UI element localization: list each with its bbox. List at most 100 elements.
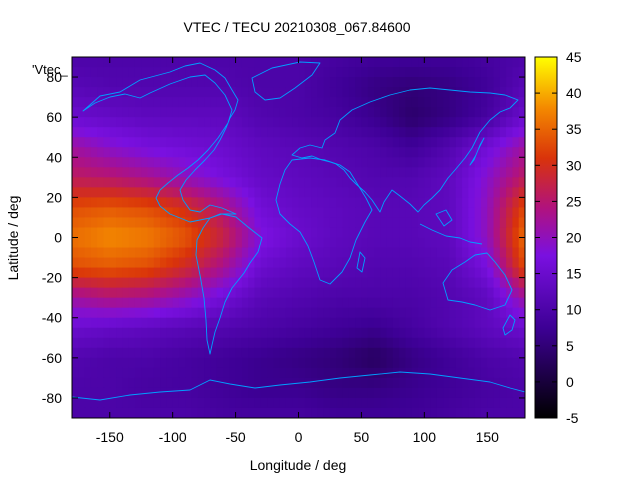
heatmap-cell xyxy=(285,377,293,389)
heatmap-cell xyxy=(443,377,451,389)
heatmap-cell xyxy=(355,217,363,229)
heatmap-cell xyxy=(480,267,488,279)
heatmap-cell xyxy=(216,57,224,68)
heatmap-cell xyxy=(260,107,268,118)
heatmap-cell xyxy=(506,117,514,128)
heatmap-cell xyxy=(216,197,224,209)
heatmap-cell xyxy=(468,217,476,229)
heatmap-cell xyxy=(109,157,117,168)
heatmap-cell xyxy=(361,337,369,349)
heatmap-cell xyxy=(273,127,281,138)
heatmap-cell xyxy=(348,267,356,279)
heatmap-cell xyxy=(499,117,507,128)
heatmap-cell xyxy=(518,147,525,158)
heatmap-cell xyxy=(487,397,495,409)
heatmap-cell xyxy=(455,267,463,279)
heatmap-cell xyxy=(254,347,262,359)
heatmap-cell xyxy=(197,257,205,269)
heatmap-cell xyxy=(512,87,520,98)
heatmap-cell xyxy=(210,117,218,128)
heatmap-cell xyxy=(311,397,318,409)
heatmap-cell xyxy=(72,367,79,379)
heatmap-cell xyxy=(380,217,388,229)
heatmap-cell xyxy=(90,327,98,339)
heatmap-cell xyxy=(386,247,394,259)
heatmap-cell xyxy=(78,407,86,418)
heatmap-cell xyxy=(506,237,514,249)
heatmap-cell xyxy=(235,157,243,168)
heatmap-cell xyxy=(506,217,514,229)
heatmap-cell xyxy=(499,237,507,249)
heatmap-cell xyxy=(90,247,98,259)
heatmap-cell xyxy=(336,367,344,379)
heatmap-cell xyxy=(493,397,501,409)
heatmap-cell xyxy=(424,297,432,309)
heatmap-cell xyxy=(462,267,469,279)
heatmap-cell xyxy=(336,267,344,279)
heatmap-cell xyxy=(216,367,224,379)
heatmap-cell xyxy=(304,367,312,379)
heatmap-cell xyxy=(336,327,344,339)
heatmap-cell xyxy=(153,297,161,309)
heatmap-cell xyxy=(223,167,230,178)
heatmap-cell xyxy=(443,387,451,399)
heatmap-cell xyxy=(424,177,432,188)
heatmap-cell xyxy=(298,347,306,359)
heatmap-cell xyxy=(78,357,86,369)
heatmap-cell xyxy=(455,237,463,249)
heatmap-cell xyxy=(84,157,92,168)
heatmap-cell xyxy=(210,377,218,389)
heatmap-cell xyxy=(430,297,438,309)
heatmap-cell xyxy=(355,317,363,329)
heatmap-cell xyxy=(292,57,300,68)
heatmap-cell xyxy=(518,277,525,289)
heatmap-cell xyxy=(128,227,136,239)
heatmap-cell xyxy=(323,117,331,128)
heatmap-cell xyxy=(178,327,186,339)
heatmap-cell xyxy=(462,377,469,389)
heatmap-cell xyxy=(367,97,375,108)
heatmap-cell xyxy=(147,277,155,289)
heatmap-cell xyxy=(248,317,256,329)
heatmap-cell xyxy=(229,367,237,379)
heatmap-cell xyxy=(109,147,117,158)
heatmap-cell xyxy=(399,127,407,138)
heatmap-cell xyxy=(317,87,325,98)
heatmap-cell xyxy=(329,267,337,279)
heatmap-cell xyxy=(367,297,375,309)
heatmap-cell xyxy=(147,367,155,379)
heatmap-cell xyxy=(443,97,451,108)
heatmap-cell xyxy=(499,197,507,209)
heatmap-cell xyxy=(166,107,174,118)
heatmap-cell xyxy=(153,177,161,188)
heatmap-cell xyxy=(468,407,476,418)
heatmap-cell xyxy=(468,247,476,259)
heatmap-cell xyxy=(443,347,451,359)
heatmap-cell xyxy=(279,307,287,319)
heatmap-cell xyxy=(424,137,432,148)
heatmap-cell xyxy=(480,117,488,128)
heatmap-cell xyxy=(298,387,306,399)
heatmap-cell xyxy=(72,287,79,299)
heatmap-cell xyxy=(512,187,520,198)
heatmap-cell xyxy=(311,387,318,399)
heatmap-cell xyxy=(153,77,161,88)
heatmap-cell xyxy=(298,357,306,369)
heatmap-cell xyxy=(254,97,262,108)
heatmap-cell xyxy=(355,207,363,219)
coastline-australia xyxy=(442,252,513,311)
heatmap-cell xyxy=(223,347,230,359)
heatmap-cell xyxy=(386,107,394,118)
heatmap-cell xyxy=(241,397,249,409)
heatmap-cell xyxy=(122,177,130,188)
heatmap-cell xyxy=(78,137,86,148)
heatmap-cell xyxy=(279,277,287,289)
heatmap-cell xyxy=(468,167,476,178)
heatmap-cell xyxy=(374,297,381,309)
heatmap-cell xyxy=(317,327,325,339)
heatmap-cell xyxy=(506,77,514,88)
heatmap-cell xyxy=(430,327,438,339)
heatmap-cell xyxy=(405,227,413,239)
heatmap-cell xyxy=(210,287,218,299)
heatmap-cell xyxy=(323,257,331,269)
